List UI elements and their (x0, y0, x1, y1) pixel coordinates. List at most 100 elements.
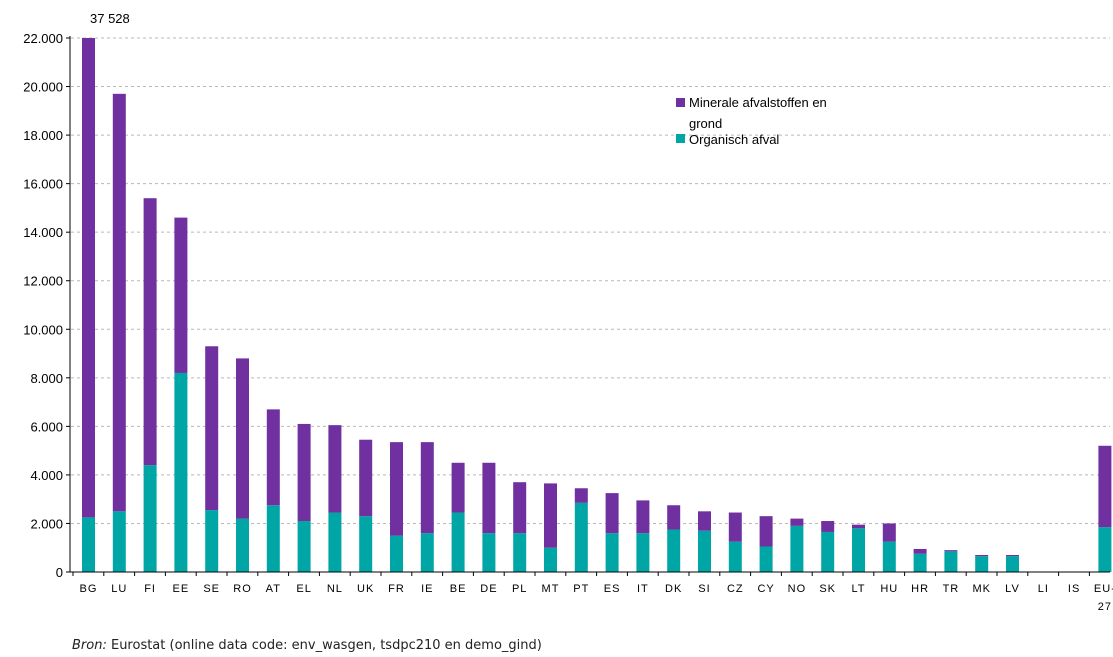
x-tick-label-cont: 27 (1098, 601, 1112, 613)
bar-minerale (451, 462, 465, 513)
bar-minerale (605, 493, 619, 534)
x-tick-label: IT (637, 583, 649, 595)
bar-minerale (82, 38, 95, 518)
x-tick-label: IE (421, 583, 433, 595)
x-tick-label: TR (943, 583, 960, 595)
bar-minerale (667, 505, 681, 530)
x-tick-label: FI (144, 583, 156, 595)
bar-minerale (143, 198, 157, 466)
bar-organisch (266, 505, 280, 572)
bar-organisch (205, 510, 219, 572)
source-note: Bron: Eurostat (online data code: env_wa… (72, 638, 542, 653)
y-tick-label: 18.000 (23, 128, 63, 143)
bar-minerale (297, 423, 311, 522)
x-tick-label: AT (266, 583, 281, 595)
bar-organisch (451, 512, 465, 572)
bar-minerale (205, 346, 219, 511)
x-tick-label: RO (233, 583, 252, 595)
bar-organisch (913, 553, 927, 572)
bar-minerale (636, 500, 650, 534)
x-tick-label: PL (512, 583, 527, 595)
bar-organisch (174, 372, 188, 572)
x-tick-label: DE (480, 583, 497, 595)
bar-organisch (328, 512, 342, 572)
bar-minerale (728, 512, 742, 542)
bar-minerale (1098, 445, 1112, 528)
x-tick-label: MT (542, 583, 560, 595)
x-tick-label: EL (296, 583, 311, 595)
bar-minerale (420, 442, 434, 534)
bar-organisch (82, 517, 95, 572)
x-tick-label: LV (1005, 583, 1020, 595)
bar-organisch (790, 525, 804, 572)
bar-organisch (759, 546, 773, 572)
x-tick-label: DK (665, 583, 682, 595)
bar-minerale (174, 217, 188, 373)
bar-minerale (790, 518, 804, 526)
x-tick-label: CY (757, 583, 774, 595)
bar-organisch (574, 502, 588, 572)
bar-minerale (852, 524, 865, 529)
bar-organisch (944, 551, 958, 572)
bar-organisch (975, 556, 989, 572)
x-tick-label: FR (388, 583, 405, 595)
stacked-bar-chart: 0 2.000 4.000 6.000 8.000 10.000 12.000 14.000 1… (23, 11, 1113, 613)
x-axis: BG LU FI EE SE RO AT EL NL UK FR IE BE DE PL MT PT ES IT DK… (70, 571, 1113, 613)
overflow-value-label: 37 528 (90, 11, 130, 26)
x-tick-label: MK (972, 583, 991, 595)
y-tick-label: 6.000 (30, 419, 63, 434)
bar-organisch (112, 511, 126, 572)
gridlines (71, 37, 1110, 524)
x-tick-label: EU- (1094, 583, 1113, 595)
x-tick-label: SI (698, 583, 710, 595)
bar-minerale (944, 550, 958, 552)
x-tick-label: HR (911, 583, 929, 595)
y-axis: 0 2.000 4.000 6.000 8.000 10.000 12.000 14.000 1… (23, 31, 71, 580)
bar-minerale (544, 483, 557, 548)
x-tick-label: EE (173, 583, 190, 595)
bar-minerale (390, 442, 403, 536)
y-tick-label: 14.000 (23, 225, 63, 240)
x-tick-label: UK (357, 583, 374, 595)
x-tick-label: HU (880, 583, 898, 595)
bar-organisch (482, 533, 496, 572)
bar-minerale (913, 548, 927, 554)
bar-organisch (728, 541, 742, 572)
bar-minerale (359, 439, 373, 517)
bar-minerale (698, 511, 711, 531)
legend: Minerale afvalstoffen en grond Organisch… (676, 95, 827, 147)
bar-minerale (882, 523, 896, 542)
bar-organisch (143, 465, 157, 572)
x-tick-label: BG (80, 583, 98, 595)
x-tick-label: PT (573, 583, 589, 595)
bar-organisch (821, 531, 835, 572)
legend-swatch-organisch (676, 134, 685, 143)
bar-organisch (359, 516, 373, 572)
source-label: Bron: (72, 638, 107, 653)
x-tick-label: CZ (727, 583, 744, 595)
x-tick-label: LU (111, 583, 127, 595)
y-tick-label: 2.000 (30, 516, 63, 531)
bar-organisch (420, 533, 434, 572)
y-tick-label: 0 (56, 565, 63, 580)
bar-minerale (513, 482, 527, 534)
bar-minerale (266, 409, 280, 506)
bar-organisch (544, 547, 557, 572)
bar-minerale (328, 425, 342, 513)
x-tick-label: ES (604, 583, 621, 595)
bar-minerale (759, 516, 773, 547)
bar-organisch (390, 535, 403, 572)
y-tick-label: 10.000 (23, 322, 63, 337)
bar-minerale (1006, 555, 1019, 557)
bar-minerale (236, 358, 249, 519)
x-tick-label: NO (788, 583, 807, 595)
bar-organisch (698, 530, 711, 572)
bar-organisch (1098, 527, 1112, 572)
bar-organisch (605, 533, 619, 572)
x-tick-label: BE (450, 583, 467, 595)
x-tick-label: LI (1038, 583, 1049, 595)
bar-minerale (975, 555, 989, 557)
bar-minerale (821, 521, 835, 532)
legend-label-minerale-line2: grond (689, 116, 722, 131)
y-tick-label: 16.000 (23, 177, 63, 192)
